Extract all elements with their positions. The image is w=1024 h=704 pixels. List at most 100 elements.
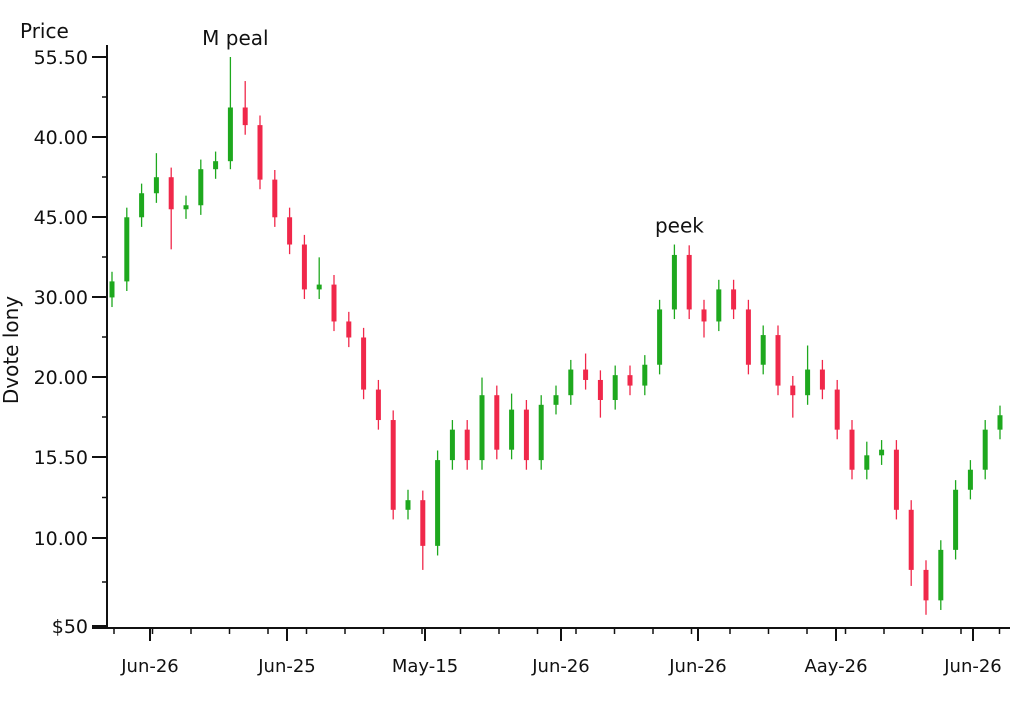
- candle-body: [701, 309, 707, 322]
- candle: [405, 489, 411, 520]
- candle-body: [716, 289, 722, 322]
- candle-body: [287, 217, 293, 245]
- y-tick-label: 55.50: [34, 47, 88, 69]
- candle: [464, 420, 470, 470]
- candle-body: [731, 289, 737, 310]
- candle: [139, 183, 145, 227]
- candle-body: [494, 395, 500, 450]
- candle-body: [657, 309, 663, 365]
- candle-body: [301, 244, 307, 290]
- candle: [642, 355, 648, 396]
- candle-body: [568, 369, 574, 396]
- candle-body: [361, 337, 367, 390]
- candle-body: [272, 179, 278, 218]
- candle: [198, 159, 204, 215]
- candle: [908, 500, 914, 586]
- y-axis-label: Dvote lony: [0, 296, 23, 404]
- candle-body: [464, 429, 470, 461]
- candle: [287, 207, 293, 255]
- y-tick-label: $50: [52, 616, 88, 638]
- candle: [227, 57, 233, 170]
- candle-body: [849, 429, 855, 470]
- candle: [316, 257, 322, 300]
- candle: [479, 377, 485, 470]
- candle-body: [553, 395, 559, 405]
- candle: [657, 299, 663, 375]
- candle-body: [805, 369, 811, 396]
- candle: [583, 353, 589, 390]
- candle-body: [642, 364, 648, 386]
- candle: [168, 167, 174, 250]
- y-tick-label: 20.00: [34, 367, 88, 389]
- candle-body: [509, 409, 515, 450]
- candle-body: [597, 379, 603, 401]
- x-tick-label: Jun-26: [531, 656, 590, 677]
- candle: [805, 345, 811, 405]
- candle-body: [405, 500, 411, 510]
- y-tick-label: 30.00: [34, 287, 88, 309]
- y-tick-label: 40.00: [34, 127, 88, 149]
- candle-body: [153, 177, 159, 194]
- candle-body: [109, 281, 115, 298]
- candle: [509, 393, 515, 460]
- candle-body: [745, 309, 751, 365]
- candle: [183, 195, 189, 219]
- annotation-label: M peal: [202, 26, 268, 50]
- candle: [213, 151, 219, 179]
- y-tick-label: 10.00: [34, 528, 88, 550]
- candle: [967, 460, 973, 500]
- candle: [834, 379, 840, 440]
- corner-label: Price: [20, 19, 69, 43]
- candle-body: [997, 415, 1003, 430]
- y-tick-label: 15.50: [34, 447, 88, 469]
- candle: [760, 325, 766, 375]
- candle: [494, 385, 500, 460]
- candle-body: [967, 469, 973, 490]
- candle-body: [583, 369, 589, 380]
- candle-body: [375, 389, 381, 421]
- candle: [272, 169, 278, 227]
- candle-body: [449, 429, 455, 461]
- candle-body: [346, 321, 352, 338]
- x-tick-label: Jun-26: [668, 656, 727, 677]
- candle: [242, 81, 248, 135]
- candle: [257, 115, 263, 190]
- candle-body: [612, 375, 618, 401]
- candle-body: [213, 161, 219, 170]
- candle-body: [316, 284, 322, 290]
- candle: [390, 410, 396, 520]
- x-tick-label: Jun-26: [943, 656, 1002, 677]
- x-tick-label: Jun-25: [257, 656, 316, 677]
- candle: [938, 540, 944, 610]
- y-tick-label: 45.00: [34, 207, 88, 229]
- candle-body: [982, 429, 988, 470]
- candle-body: [819, 369, 825, 390]
- candle: [568, 359, 574, 405]
- candle: [745, 299, 751, 375]
- candle: [671, 244, 677, 320]
- x-tick-label: Aay-26: [804, 656, 867, 677]
- candle: [420, 490, 426, 570]
- candle: [109, 271, 115, 308]
- x-tick-label: Jun-26: [120, 656, 179, 677]
- candle-body: [671, 254, 677, 310]
- candle-body: [538, 404, 544, 461]
- candle: [153, 153, 159, 203]
- candle-body: [834, 389, 840, 430]
- candle-body: [953, 489, 959, 550]
- candle: [701, 299, 707, 338]
- candle-body: [790, 385, 796, 396]
- candle: [686, 245, 692, 320]
- candle: [301, 234, 307, 300]
- candle-body: [908, 509, 914, 570]
- candle: [435, 450, 441, 556]
- candle: [731, 279, 737, 320]
- candle: [775, 325, 781, 396]
- candle: [879, 440, 885, 465]
- candle-body: [227, 107, 233, 162]
- candle: [346, 311, 352, 348]
- candle: [819, 359, 825, 400]
- candle: [893, 440, 899, 520]
- candle: [716, 279, 722, 332]
